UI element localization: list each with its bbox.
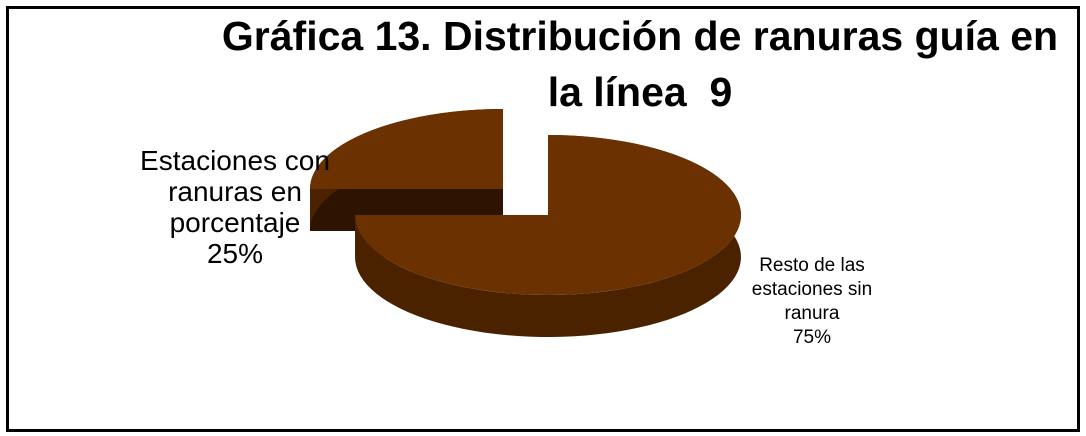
slice-label: Estaciones con ranuras en porcentaje 25% <box>140 145 330 269</box>
slice-label: Resto de las estaciones sin ranura 75% <box>737 254 887 350</box>
category-label: Resto de las estaciones sin ranura <box>751 255 873 324</box>
slice <box>355 135 741 295</box>
category-label: Estaciones con ranuras en porcentaje <box>140 145 330 238</box>
value-label: 75% <box>792 327 832 348</box>
value-label: 25% <box>206 238 264 269</box>
chart-title: Gráfica 13. Distribución de ranuras guía… <box>221 13 1070 115</box>
slice <box>310 109 503 189</box>
